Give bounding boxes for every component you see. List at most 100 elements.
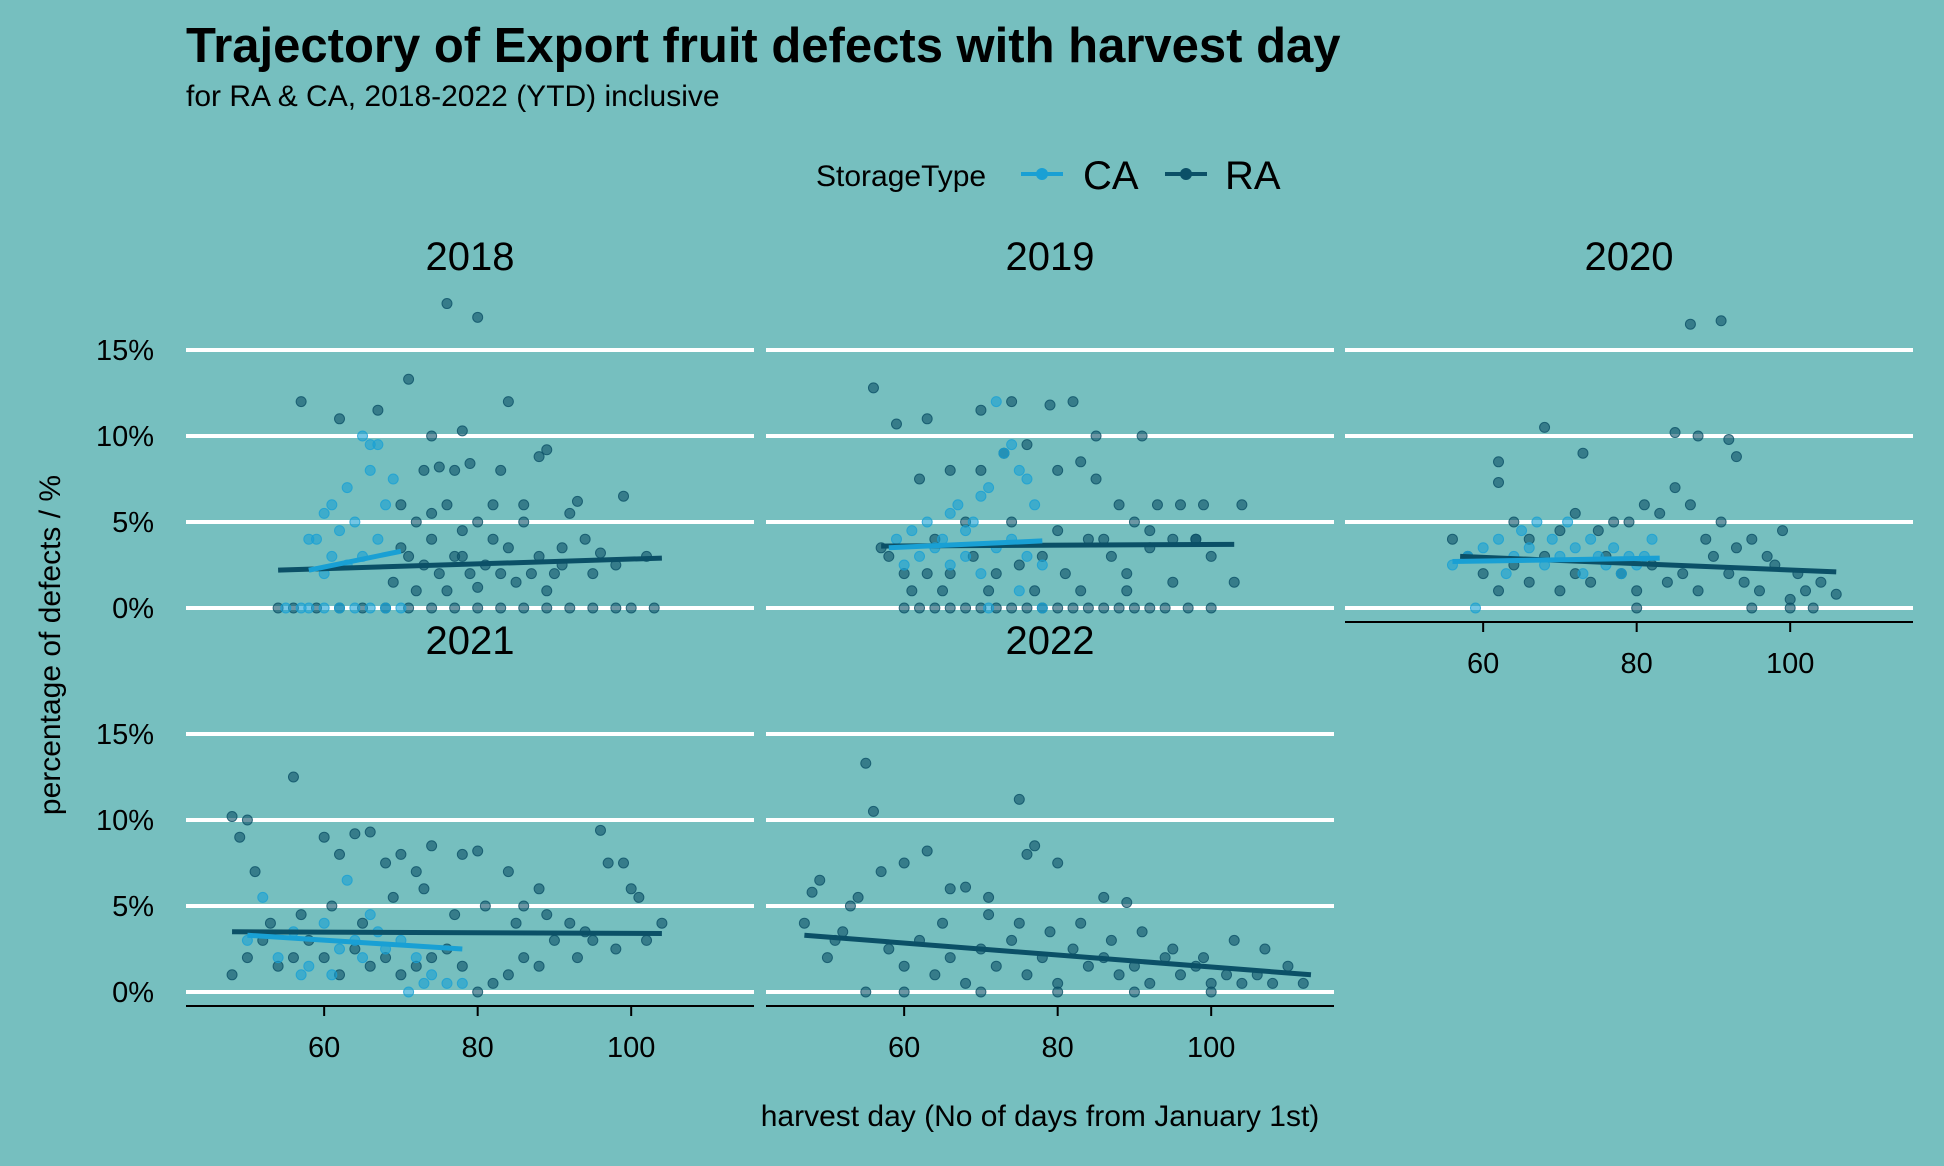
data-point-ra [1182,602,1194,614]
data-point-ra [610,602,622,614]
data-point-ra [387,891,399,903]
data-point-ca [1013,585,1025,597]
data-point-ca [1021,550,1033,562]
data-point-ra [1669,482,1681,494]
data-point-ra [364,826,376,838]
data-point-ra [1044,399,1056,411]
data-point-ra [1144,977,1156,989]
data-point-ra [433,461,445,473]
data-point-ra [594,547,606,559]
data-point-ra [426,840,438,852]
data-point-ra [395,969,407,981]
data-point-ca [426,969,438,981]
data-point-ra [518,602,530,614]
data-point-ca [364,464,376,476]
data-point-ra [441,298,453,310]
data-point-ra [1052,857,1064,869]
data-point-ra [1113,499,1125,511]
legend: StorageType CA RA [816,154,1281,198]
x-tick-label: 100 [1187,1032,1235,1064]
data-point-ra [944,952,956,964]
data-point-ca [318,507,330,519]
data-point-ra [1692,585,1704,597]
data-point-ra [1236,977,1248,989]
data-point-ra [633,891,645,903]
data-point-ra [641,934,653,946]
data-point-ra [1654,507,1666,519]
data-point-ra [890,418,902,430]
data-point-ra [487,533,499,545]
panel-strip-label: 2019 [1006,235,1095,279]
panel-2019: 2019 [766,235,1334,614]
data-point-ra [1715,516,1727,528]
data-point-ra [975,404,987,416]
x-tick-label: 100 [607,1032,655,1064]
x-tick-label: 60 [1467,648,1499,680]
data-point-ca [326,550,338,562]
data-point-ra [1021,602,1033,614]
data-point-ra [579,533,591,545]
data-point-ra [318,952,330,964]
panel-strip-label: 2021 [426,619,515,663]
data-point-ra [1113,602,1125,614]
data-point-ca [341,482,353,494]
data-point-ra [937,917,949,929]
data-point-ra [487,977,499,989]
panel-strip-label: 2018 [426,235,515,279]
trend-line-ra [232,929,662,937]
data-point-ra [410,516,422,528]
data-point-ca [257,891,269,903]
data-point-ra [914,602,926,614]
data-point-ra [1784,602,1796,614]
data-point-ra [571,952,583,964]
data-point-ca [983,602,995,614]
data-point-ra [410,585,422,597]
data-point-ca [387,473,399,485]
trend-line-ca [888,538,1043,551]
data-point-ca [380,602,392,614]
data-point-ra [502,969,514,981]
data-point-ra [1121,585,1133,597]
data-point-ra [975,986,987,998]
data-point-ra [867,382,879,394]
data-point-ra [1205,550,1217,562]
data-point-ca [456,977,468,989]
data-point-ra [1236,499,1248,511]
data-point-ra [1136,926,1148,938]
data-point-ra [1477,568,1489,580]
data-point-ca [1036,559,1048,571]
data-point-ca [303,533,315,545]
y-tick-label: 10% [96,805,154,837]
data-point-ra [1569,507,1581,519]
y-tick-label: 0% [112,593,154,625]
data-point-ra [426,430,438,442]
data-point-ra [403,373,415,385]
data-point-ra [1493,456,1505,468]
data-point-ra [1700,533,1712,545]
data-point-ra [334,848,346,860]
data-point-ra [983,891,995,903]
data-point-ra [1136,430,1148,442]
data-point-ra [898,986,910,998]
data-point-ra [564,507,576,519]
data-point-ra [921,845,933,857]
legend-key-ra-point [1180,168,1192,180]
data-point-ra [495,602,507,614]
data-point-ra [1082,960,1094,972]
data-point-ra [1221,969,1233,981]
data-point-ra [1228,576,1240,588]
data-point-ca [975,568,987,580]
data-point-ra [1777,525,1789,537]
data-point-ra [610,943,622,955]
data-point-ra [929,602,941,614]
data-point-ra [241,952,253,964]
data-point-ra [548,568,560,580]
data-point-ra [1539,421,1551,433]
data-point-ra [898,960,910,972]
panel-2020: 2020 60 80 100 [1345,235,1913,680]
data-point-ca [1029,499,1041,511]
data-point-ca [1577,568,1589,580]
data-point-ca [280,602,292,614]
data-point-ra [441,585,453,597]
data-point-ca [937,533,949,545]
